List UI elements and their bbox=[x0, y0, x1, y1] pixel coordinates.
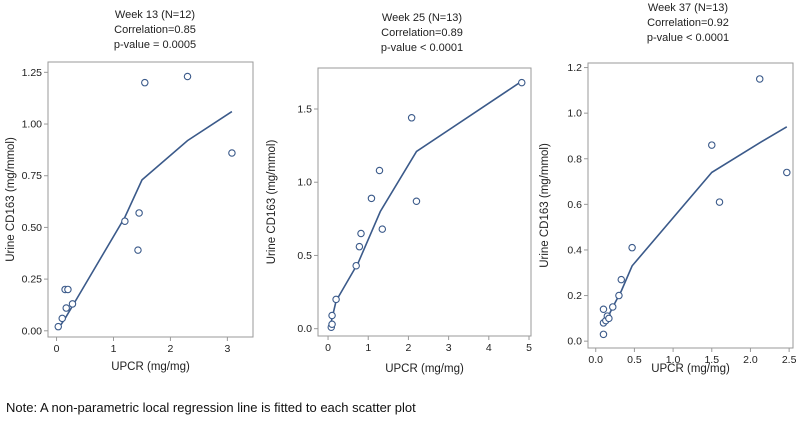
chart-title-line: Week 25 (N=13) bbox=[382, 12, 462, 24]
y-tick-label: 0.75 bbox=[22, 170, 43, 182]
y-tick-label: 0.25 bbox=[22, 274, 43, 286]
x-tick-label: 0.5 bbox=[627, 354, 642, 366]
x-tick-label: 2.5 bbox=[782, 354, 797, 366]
x-axis-label: UPCR (mg/mg) bbox=[111, 361, 190, 373]
chart-title-line: Correlation=0.92 bbox=[647, 17, 729, 29]
y-tick-label: 0.5 bbox=[297, 250, 312, 262]
x-tick-label: 4 bbox=[486, 342, 492, 354]
x-tick-label: 5 bbox=[526, 342, 532, 354]
data-point bbox=[228, 149, 236, 157]
data-point bbox=[328, 311, 336, 320]
data-point bbox=[134, 246, 142, 254]
y-tick-label: 1.00 bbox=[22, 119, 43, 131]
data-point bbox=[357, 229, 365, 238]
data-point bbox=[58, 314, 66, 323]
data-point bbox=[378, 225, 387, 233]
x-tick-label: 2 bbox=[406, 342, 412, 354]
y-tick-label: 1.2 bbox=[567, 62, 582, 74]
x-tick-label: 0 bbox=[54, 343, 60, 355]
chart-title-line: Week 37 (N=13) bbox=[648, 2, 728, 14]
chart-title-line: Week 13 (N=12) bbox=[115, 9, 195, 21]
data-point bbox=[355, 242, 364, 251]
data-point bbox=[183, 72, 192, 81]
data-point bbox=[617, 275, 626, 284]
y-tick-label: 0.0 bbox=[297, 323, 312, 335]
data-point bbox=[62, 304, 70, 312]
data-point bbox=[375, 166, 384, 175]
data-point bbox=[609, 303, 617, 311]
data-point bbox=[518, 78, 526, 87]
data-point bbox=[332, 295, 340, 304]
y-tick-label: 0.50 bbox=[22, 222, 43, 234]
data-point bbox=[605, 314, 613, 323]
plot-frame bbox=[47, 61, 254, 338]
chart-panel-1: Week 13 (N=12) Correlation=0.85 p-value = … bbox=[5, 9, 254, 373]
chart-panel-2: Week 25 (N=13) Correlation=0.89 p-value < … bbox=[266, 12, 532, 375]
chart-title-line: Correlation=0.85 bbox=[114, 24, 196, 36]
data-point bbox=[352, 261, 360, 270]
x-tick-label: 1 bbox=[365, 342, 371, 354]
chart-title-line: p-value < 0.0001 bbox=[381, 42, 463, 54]
y-tick-label: 1.0 bbox=[297, 177, 312, 189]
regression-line bbox=[602, 126, 788, 324]
y-tick-label: 1.25 bbox=[22, 67, 43, 79]
data-point bbox=[412, 197, 421, 206]
y-tick-label: 1.0 bbox=[567, 108, 582, 120]
data-point bbox=[64, 285, 72, 294]
x-tick-label: 1 bbox=[111, 343, 117, 355]
y-tick-label: 0.00 bbox=[22, 325, 43, 337]
y-tick-label: 0.8 bbox=[567, 153, 582, 165]
plot-frame bbox=[587, 62, 794, 349]
data-point bbox=[328, 320, 336, 329]
data-point bbox=[141, 78, 149, 87]
data-point bbox=[755, 75, 764, 83]
y-axis-label: Urine CD163 (mg/mmol) bbox=[539, 143, 551, 268]
y-tick-label: 0.4 bbox=[567, 244, 582, 256]
chart-title-line: Correlation=0.89 bbox=[381, 27, 463, 39]
data-point bbox=[367, 194, 376, 203]
x-tick-label: 3 bbox=[224, 343, 230, 355]
data-point bbox=[68, 300, 77, 308]
regression-line bbox=[57, 110, 233, 330]
data-point bbox=[54, 322, 62, 331]
figure-note: Note: A non-parametric local regression … bbox=[6, 400, 416, 415]
x-tick-label: 0 bbox=[325, 342, 331, 354]
x-tick-label: 1.5 bbox=[704, 354, 719, 366]
y-axis-label: Urine CD163 (mg/mmol) bbox=[5, 137, 17, 262]
chart-title-line: p-value = 0.0005 bbox=[114, 39, 196, 51]
data-point bbox=[615, 291, 623, 300]
data-point bbox=[599, 305, 608, 313]
y-tick-label: 0.6 bbox=[567, 199, 582, 211]
data-point bbox=[135, 209, 143, 217]
y-tick-label: 0.2 bbox=[567, 290, 582, 302]
y-tick-label: 0.0 bbox=[567, 336, 582, 348]
chart-title-line: p-value < 0.0001 bbox=[647, 32, 729, 44]
data-point bbox=[715, 198, 724, 206]
chart-panel-3: Week 37 (N=13) Correlation=0.92 p-value < … bbox=[539, 2, 797, 375]
x-tick-label: 2.0 bbox=[743, 354, 758, 366]
x-axis-label: UPCR (mg/mg) bbox=[651, 363, 730, 375]
data-point bbox=[121, 217, 129, 225]
x-tick-label: 3 bbox=[446, 342, 452, 354]
y-tick-label: 1.5 bbox=[297, 104, 312, 116]
data-point bbox=[407, 114, 416, 122]
regression-line bbox=[330, 80, 523, 322]
y-axis-label: Urine CD163 (mg/mmol) bbox=[266, 140, 278, 265]
x-axis-label: UPCR (mg/mg) bbox=[385, 363, 464, 375]
data-point bbox=[708, 141, 716, 149]
x-tick-label: 2 bbox=[168, 343, 174, 355]
data-point bbox=[599, 330, 608, 339]
x-tick-label: 1.0 bbox=[666, 354, 681, 366]
plot-frame bbox=[317, 67, 532, 337]
data-point bbox=[628, 243, 636, 252]
data-point bbox=[783, 168, 791, 177]
x-tick-label: 0.0 bbox=[588, 354, 603, 366]
